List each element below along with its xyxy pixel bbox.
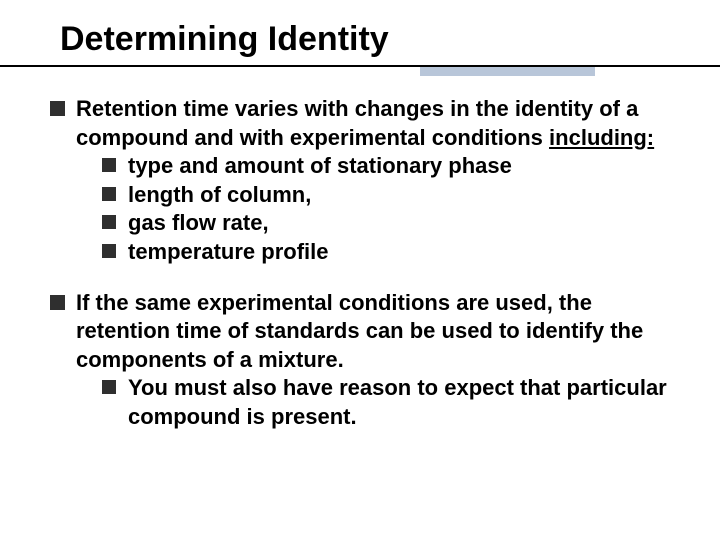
slide: Determining Identity Retention time vari… <box>0 0 720 540</box>
sub-bullet-1-2: length of column, <box>102 181 680 210</box>
bullet-2-text: If the same experimental conditions are … <box>76 290 643 372</box>
title-divider <box>50 65 680 79</box>
sub-bullet-2-1: You must also have reason to expect that… <box>102 374 680 431</box>
bullet-2: If the same experimental conditions are … <box>50 289 680 432</box>
page-title: Determining Identity <box>60 20 680 59</box>
sub-bullet-1-4: temperature profile <box>102 238 680 267</box>
content-area: Retention time varies with changes in th… <box>50 95 680 432</box>
horizontal-rule <box>0 65 720 67</box>
bullet-1: Retention time varies with changes in th… <box>50 95 680 267</box>
bullet-1-underlined: including: <box>549 125 654 150</box>
accent-bar <box>420 67 595 76</box>
sub-bullet-1-1: type and amount of stationary phase <box>102 152 680 181</box>
sub-bullet-1-3: gas flow rate, <box>102 209 680 238</box>
